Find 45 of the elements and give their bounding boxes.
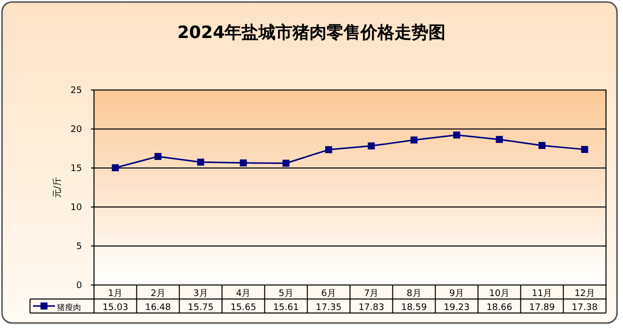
- y-axis-title: 元/斤: [52, 176, 63, 198]
- x-tick-label: 12月: [574, 289, 595, 299]
- data-label: 17.83: [358, 303, 384, 313]
- point: [496, 136, 503, 143]
- y-tick-label: 20: [70, 125, 82, 135]
- y-tick-label: 0: [76, 281, 82, 291]
- y-tick-label: 25: [70, 86, 82, 96]
- x-tick-label: 11月: [532, 289, 552, 299]
- x-tick-label: 7月: [364, 289, 379, 299]
- x-tick-label: 1月: [108, 289, 123, 299]
- data-label: 16.48: [145, 303, 172, 313]
- legend-label: 猪瘦肉: [57, 303, 81, 312]
- data-label: 18.59: [401, 303, 428, 313]
- data-label: 15.61: [273, 303, 299, 313]
- x-tick-label: 6月: [321, 289, 336, 299]
- point: [112, 164, 119, 172]
- point: [197, 158, 204, 166]
- y-tick-label: 5: [76, 242, 82, 252]
- data-label: 17.89: [529, 303, 556, 313]
- data-label: 15.03: [102, 303, 128, 313]
- data-label: 15.65: [230, 303, 256, 313]
- point: [581, 146, 588, 153]
- chart-title: 2024年盐城市猪肉零售价格走势图: [177, 23, 446, 43]
- point: [325, 146, 332, 154]
- point: [410, 136, 418, 144]
- point: [453, 132, 460, 139]
- data-label: 15.75: [188, 303, 214, 313]
- point: [154, 152, 162, 160]
- data-label: 17.35: [316, 303, 342, 313]
- x-tick-label: 4月: [236, 289, 251, 299]
- point: [538, 142, 546, 149]
- x-tick-label: 5月: [278, 289, 294, 299]
- y-tick-label: 10: [70, 203, 82, 213]
- point: [240, 159, 247, 166]
- point: [282, 160, 290, 167]
- x-tick-label: 10月: [489, 289, 510, 299]
- x-tick-label: 2月: [150, 289, 166, 299]
- x-tick-label: 8月: [406, 289, 422, 299]
- x-tick-label: 9月: [449, 289, 464, 299]
- x-tick-label: 3月: [193, 289, 208, 299]
- data-label: 18.66: [486, 303, 512, 313]
- y-tick-label: 15: [70, 164, 82, 174]
- data-label: 19.23: [444, 303, 470, 313]
- point: [368, 142, 375, 150]
- data-label: 17.38: [572, 303, 598, 313]
